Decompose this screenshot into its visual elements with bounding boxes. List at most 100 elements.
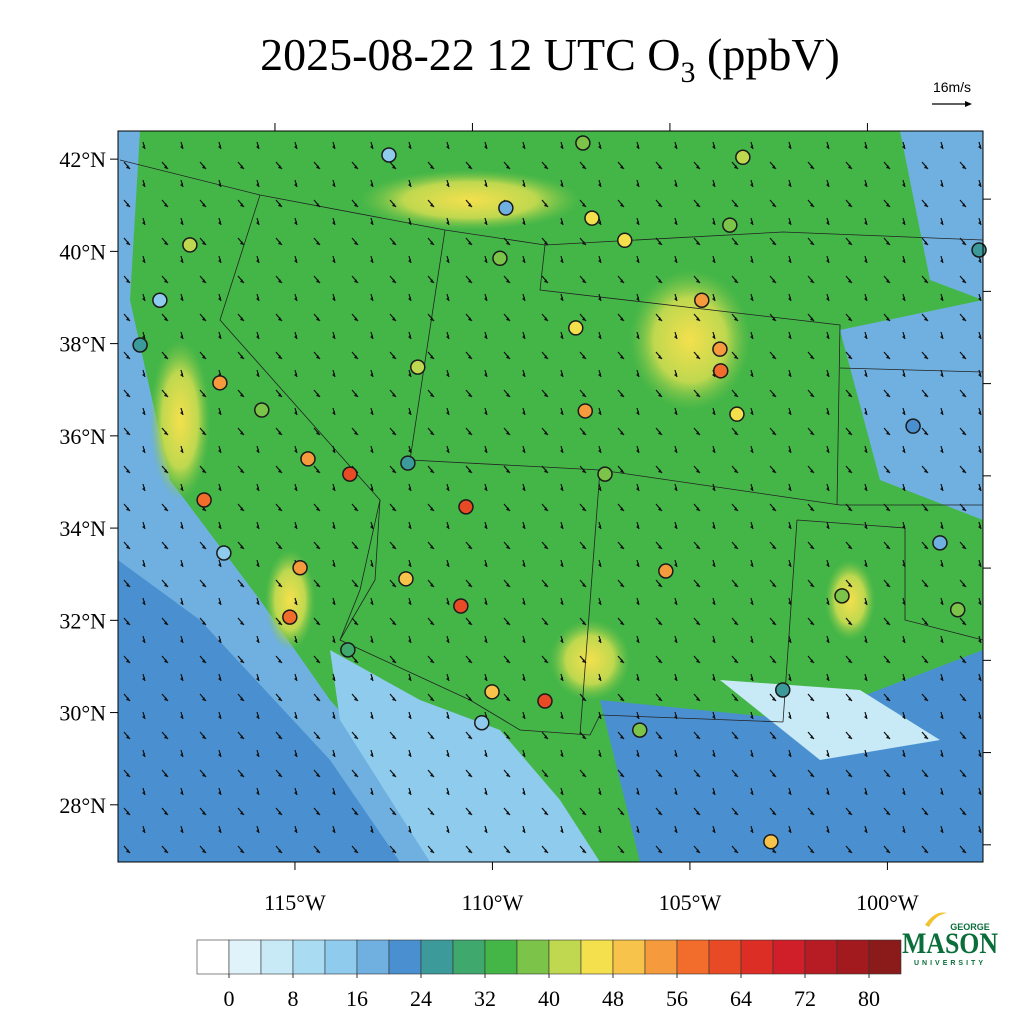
wind-arrows [118, 131, 983, 862]
station [300, 451, 316, 467]
station [971, 242, 987, 258]
logo-main: MASON [902, 927, 998, 960]
colorbar-label: 24 [410, 986, 432, 1011]
colorbar-box [580, 939, 614, 975]
colorbar-label: 56 [666, 986, 688, 1011]
title-text: 2025-08-22 12 UTC O [260, 29, 680, 80]
station [132, 337, 148, 353]
lat-label: 42°N [59, 147, 106, 172]
lat-label: 28°N [59, 793, 106, 818]
station [212, 375, 228, 391]
station [763, 833, 779, 850]
colorbar-label: 80 [858, 986, 880, 1011]
station [342, 466, 358, 482]
station [597, 466, 613, 482]
colorbar-label: 48 [602, 986, 624, 1011]
colorbar-box [196, 939, 230, 975]
colorbar-label: 8 [288, 986, 299, 1011]
station [834, 588, 850, 604]
colorbar-label: 64 [730, 986, 752, 1011]
wind-reference-label: 16m/s [933, 79, 971, 95]
colorbar-box [708, 939, 742, 975]
station [774, 682, 791, 698]
colorbar-box [772, 939, 806, 975]
station [694, 292, 710, 309]
station [398, 571, 414, 587]
colorbar-label: 32 [474, 986, 496, 1011]
wind-reference-arrowhead [965, 101, 972, 107]
station [282, 609, 298, 625]
station [381, 147, 397, 163]
station [410, 359, 426, 375]
colorbar-box [292, 939, 326, 975]
station [474, 714, 490, 731]
colorbar-box [676, 939, 710, 975]
logo-bottom: UNIVERSITY [914, 960, 986, 967]
colorbar-label: 16 [346, 986, 368, 1011]
station [340, 642, 356, 658]
station [584, 210, 600, 226]
axes: 42°N 40°N 38°N 36°N 34°N 32°N 30°N 28°N 115°W 110… [59, 123, 991, 915]
lon-label: 115°W [264, 890, 326, 915]
colorbar-box [612, 939, 646, 975]
station [658, 563, 674, 579]
title-units: (ppbV) [696, 29, 840, 80]
colorbar-label: 72 [794, 986, 816, 1011]
station [712, 363, 729, 379]
lon-label: 110°W [462, 890, 524, 915]
lon-label: 105°W [659, 890, 722, 915]
station [196, 492, 212, 508]
title-subscript: 3 [681, 56, 696, 89]
station [453, 598, 469, 614]
colorbar-label: 0 [224, 986, 235, 1011]
colorbar-box [324, 939, 358, 975]
station [575, 135, 591, 151]
station [577, 403, 594, 419]
stations [132, 135, 987, 850]
colorbar-box [740, 939, 774, 975]
station [484, 684, 500, 700]
lon-label: 100°W [856, 890, 919, 915]
station [400, 455, 416, 471]
title: 2025-08-22 12 UTC O3 (ppbV) [260, 29, 840, 89]
station [632, 722, 648, 738]
station [949, 601, 966, 618]
colorbar-box [484, 939, 518, 975]
station [722, 217, 738, 233]
map-frame [117, 130, 984, 863]
colorbar-box [868, 939, 902, 975]
station [568, 320, 584, 336]
colorbar-box [516, 939, 550, 975]
logo: GEORGE MASON UNIVERSITY [902, 912, 998, 967]
station [498, 200, 514, 216]
logo-flame [925, 912, 947, 927]
lat-label: 34°N [59, 516, 106, 541]
station [712, 341, 728, 357]
lat-label: 38°N [59, 332, 106, 357]
colorbar-label: 40 [538, 986, 560, 1011]
colorbar: 0 8 16 24 32 40 48 56 64 72 80 [196, 939, 902, 1011]
station [458, 499, 474, 515]
colorbar-box [356, 939, 390, 975]
station [152, 292, 168, 309]
colorbar-box [388, 939, 422, 975]
station [905, 418, 921, 434]
lat-label: 40°N [59, 239, 106, 264]
logo-top: GEORGE [950, 922, 990, 932]
station [182, 237, 198, 253]
station [735, 149, 751, 166]
colorbar-box [260, 939, 294, 975]
colorbar-box [420, 939, 454, 975]
lat-label: 30°N [59, 701, 106, 726]
station [617, 232, 633, 249]
station [492, 250, 508, 267]
station [729, 406, 745, 422]
station [932, 535, 948, 551]
station [537, 693, 553, 709]
map-field [118, 131, 983, 862]
colorbar-box [228, 939, 262, 975]
colorbar-box [804, 939, 838, 975]
colorbar-box [836, 939, 870, 975]
